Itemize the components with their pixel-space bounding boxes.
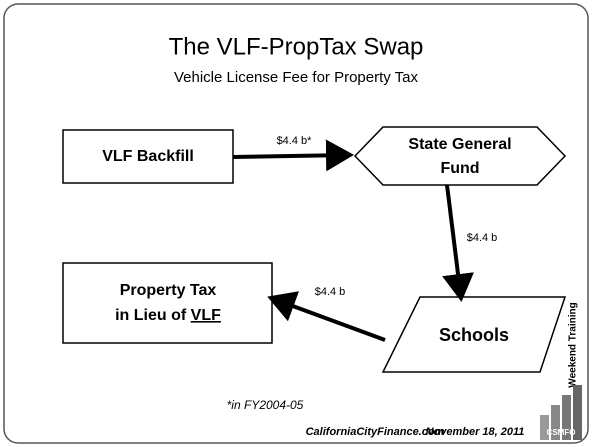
node-label: State General	[408, 136, 511, 153]
node-box	[62, 262, 273, 344]
footer-site: CaliforniaCityFinance.com	[306, 426, 445, 438]
node-box	[62, 129, 234, 184]
node-label-part: in Lieu of	[115, 307, 187, 324]
node-label: in Lieu of VLF	[115, 307, 221, 324]
edge-arrow	[232, 139, 354, 172]
side-label: Weekend Training	[568, 302, 579, 387]
subtitle: Vehicle License Fee for Property Tax	[174, 69, 419, 86]
node-parallelogram	[381, 296, 567, 373]
node-label-underlined: VLF	[191, 307, 221, 324]
node-label: Schools	[439, 325, 509, 345]
title: The VLF-PropTax Swap	[169, 33, 424, 60]
node-label: VLF Backfill	[102, 148, 194, 165]
node-label: Property Tax	[120, 282, 217, 299]
footer-date: November 18, 2011	[426, 426, 525, 438]
node-hexagon	[353, 126, 567, 186]
edge-label: $4.4 b	[467, 232, 498, 244]
edge-label: $4.4 b	[315, 286, 346, 298]
footnote: *in FY2004-05	[227, 398, 304, 412]
edge-arrow	[442, 184, 474, 302]
node-label: Fund	[440, 160, 479, 177]
logo-text: CSMFO	[547, 428, 576, 437]
edge-arrow	[267, 291, 386, 342]
logo: CSMFO	[540, 385, 582, 440]
edge-label: $4.4 b*	[277, 135, 313, 147]
